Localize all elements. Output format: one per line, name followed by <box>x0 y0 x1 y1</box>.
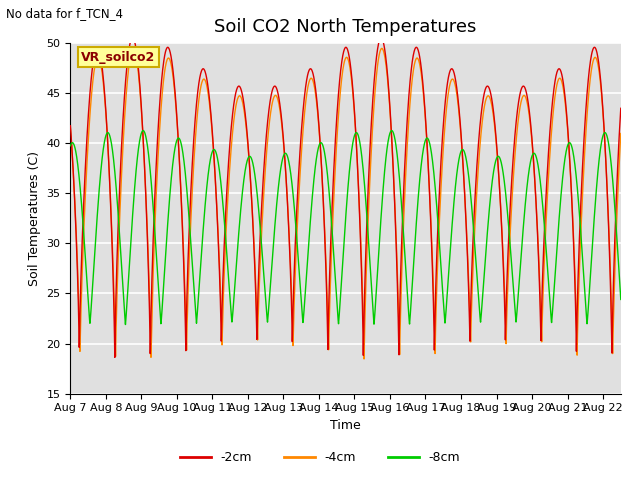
Title: Soil CO2 North Temperatures: Soil CO2 North Temperatures <box>214 18 477 36</box>
X-axis label: Time: Time <box>330 419 361 432</box>
Text: No data for f_TCN_4: No data for f_TCN_4 <box>6 7 124 20</box>
Text: VR_soilco2: VR_soilco2 <box>81 51 156 64</box>
Y-axis label: Soil Temperatures (C): Soil Temperatures (C) <box>28 151 41 286</box>
Legend: -2cm, -4cm, -8cm: -2cm, -4cm, -8cm <box>175 446 465 469</box>
